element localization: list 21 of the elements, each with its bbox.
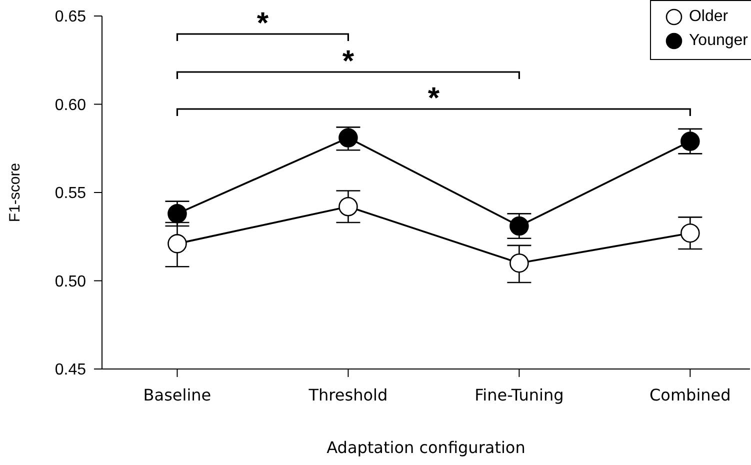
x-tick-label: Fine-Tuning <box>474 385 564 404</box>
x-axis-title: Adaptation configuration <box>326 438 526 457</box>
y-tick-label: 0.50 <box>54 273 86 290</box>
annotation: * <box>428 82 440 115</box>
y-tick-label: 0.60 <box>54 96 86 114</box>
y-axis-title: F1-score <box>6 162 24 222</box>
y-tick-label: 0.65 <box>54 8 86 26</box>
point <box>338 196 358 216</box>
point <box>338 128 358 148</box>
x-tick-label: Baseline <box>143 385 212 404</box>
legend-label: Younger <box>688 31 748 51</box>
point <box>510 253 529 273</box>
x-tick-label: Threshold <box>308 385 388 404</box>
point <box>168 234 187 254</box>
point <box>680 223 700 243</box>
annotation: * <box>342 45 354 78</box>
x-tick-label: Combined <box>650 385 731 404</box>
y-tick-label: 0.55 <box>54 185 86 202</box>
y-tick-label: 0.45 <box>54 362 86 379</box>
legend-label: Older <box>688 7 728 27</box>
annotation: * <box>256 7 269 40</box>
